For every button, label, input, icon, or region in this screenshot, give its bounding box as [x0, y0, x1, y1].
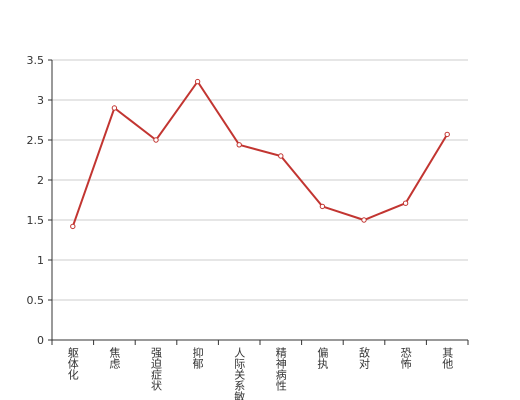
y-tick-label: 1: [37, 254, 44, 267]
x-tick-label: 抑郁: [191, 346, 204, 369]
line: [71, 79, 449, 227]
x-tick-label: 躯体化: [66, 347, 79, 381]
y-tick-label: 0.5: [27, 294, 45, 307]
y-tick-label: 1.5: [27, 214, 45, 227]
y-tick-label: 3: [37, 94, 44, 107]
x-tick-label: 恐怖: [399, 347, 412, 369]
point: [236, 142, 242, 148]
y-tick-label: 0: [37, 334, 44, 347]
point: [278, 153, 284, 159]
x-tick-label: 敌对: [358, 346, 371, 369]
x-tick-label: 其他: [441, 347, 454, 369]
point: [111, 105, 118, 111]
point: [319, 203, 326, 210]
point: [361, 217, 367, 223]
point: [444, 131, 450, 138]
point: [153, 137, 159, 143]
x-tick-label: 焦虑: [108, 347, 121, 369]
x-tick-label: 人际关系敏感: [233, 347, 246, 400]
point: [70, 223, 76, 230]
y-tick-label: 2.5: [27, 134, 45, 147]
y-tick-label: 2: [37, 174, 44, 187]
x-tick-label: 精神病性: [274, 347, 287, 392]
point: [402, 200, 409, 206]
x-tick-label: 偏执: [316, 346, 329, 370]
x-tick-label: 强迫症状: [150, 347, 163, 391]
y-tick-label: 3.5: [27, 54, 45, 67]
point: [194, 78, 201, 85]
